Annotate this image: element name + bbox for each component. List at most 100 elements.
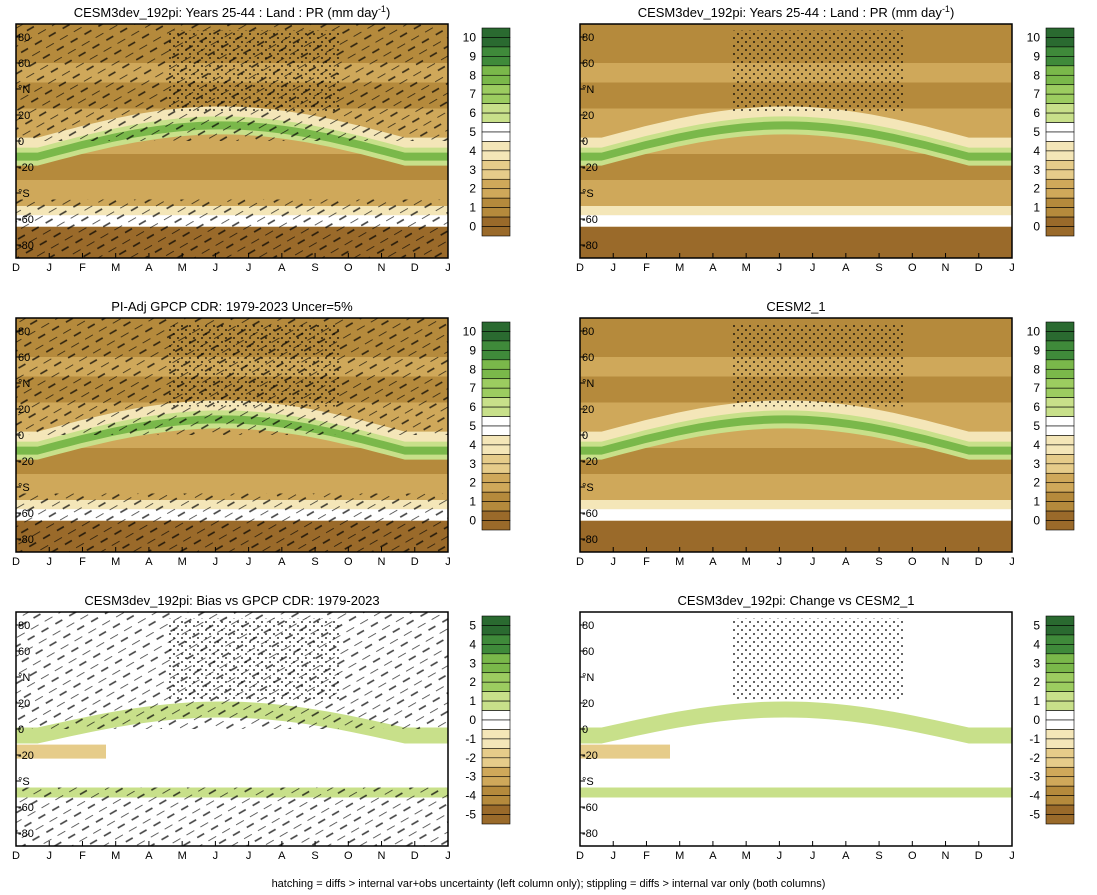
colorbar-cell [1045,738,1075,749]
panel-title-main: CESM3dev_192pi: Years 25-44 : Land : PR … [74,5,379,20]
x-tick-label: J [610,556,616,568]
panel-tl: CESM3dev_192pi: Years 25-44 : Land : PR … [12,4,511,274]
field-so-band [580,206,1012,216]
colorbar-cell [1045,188,1075,199]
colorbar-label: 1 [1033,694,1040,708]
colorbar-cell [481,416,511,427]
field-itcz-edge [580,106,1012,164]
colorbar-label: 2 [1033,182,1040,196]
x-tick-label: D [975,556,983,568]
x-tick-label: S [875,556,882,568]
panel-title-main: CESM2_1 [766,299,825,314]
colorbar-cell [1045,463,1075,474]
colorbar-cell [1045,520,1075,531]
x-tick-label: M [742,556,751,568]
colorbar-cell [1045,169,1075,180]
stippling [731,30,904,113]
colorbar-cell [481,378,511,389]
colorbar-cell [481,350,511,361]
colorbar-cell [1045,56,1075,67]
colorbar-cell [1045,378,1075,389]
colorbar-cell [481,178,511,190]
colorbar-label: 9 [1033,343,1040,357]
colorbar-label: 10 [463,324,477,338]
colorbar-cell [1045,368,1075,380]
field-antarctic-gap [580,509,1012,521]
panel-title-sup: -1 [378,4,386,14]
y-tick-label: °S [18,776,30,788]
colorbar-cell [481,74,511,86]
panel-title: PI-Adj GPCP CDR: 1979-2023 Uncer=5% [111,299,353,314]
colorbar-label: 2 [469,675,476,689]
colorbar-label: 5 [469,419,476,433]
x-tick-label: A [278,556,286,568]
y-tick-label: 20 [582,110,594,122]
y-tick-label: 80 [18,326,30,338]
y-tick-label: -80 [582,828,598,840]
colorbar-label: 0 [469,220,476,234]
colorbar-cell [1045,216,1075,227]
colorbar-cell [1045,795,1075,806]
y-tick-label: -20 [18,162,34,174]
x-tick-label: J [610,850,616,862]
field-diff-south [580,787,1012,798]
y-tick-label: °N [18,672,30,684]
stippling [167,618,340,701]
colorbar-label: 7 [469,87,476,101]
colorbar-label: -1 [1029,732,1040,746]
colorbar-label: 6 [469,400,476,414]
colorbar-cell [481,672,511,683]
x-tick-label: S [311,556,318,568]
colorbar-label: 4 [1033,637,1040,651]
y-tick-label: -20 [582,162,598,174]
y-tick-label: 60 [582,352,594,364]
colorbar-label: 1 [469,201,476,215]
y-tick-label: -80 [18,240,34,252]
colorbar-label: -5 [1029,808,1040,822]
colorbar-label: 1 [1033,495,1040,509]
x-tick-label: A [278,850,286,862]
colorbar-cell [1045,653,1075,664]
colorbar-cell [1045,350,1075,361]
panel-mr: CESM2_1D J F M A M J J A S O N D J8060°N200-20°S-60-8… [576,299,1075,568]
x-tick-label: A [842,556,850,568]
x-tick-label: D [411,850,419,862]
colorbar-cell [481,387,511,398]
colorbar-cell [481,472,511,484]
x-tick-label: N [378,850,386,862]
y-tick-label: 20 [18,110,30,122]
y-tick-label: -60 [582,802,598,814]
colorbar-label: -3 [465,770,476,784]
x-tick-label: A [145,556,153,568]
panel-title: CESM2_1 [766,299,825,314]
field-subtropics-s [16,154,448,180]
colorbar-cell [481,131,511,142]
colorbar-cell [1045,814,1075,825]
panel-ml: PI-Adj GPCP CDR: 1979-2023 Uncer=5% D J F M A… [12,299,511,568]
x-tick-label: N [942,262,950,274]
colorbar-cell [481,169,511,180]
colorbar-cell [481,56,511,67]
panel-title-tail: ) [950,5,954,20]
colorbar-cell [481,795,511,806]
y-tick-label: 60 [18,646,30,658]
colorbar-label: 1 [469,694,476,708]
panel-tr: CESM3dev_192pi: Years 25-44 : Land : PR … [576,4,1075,274]
x-tick-label: A [709,262,717,274]
x-tick-label: A [145,850,153,862]
colorbar-cell [1045,757,1075,768]
x-tick-label: N [942,850,950,862]
colorbar-cell [1045,131,1075,142]
colorbar-label: -1 [465,732,476,746]
colorbar-cell [1045,625,1075,636]
y-tick-label: °S [18,482,30,494]
colorbar-cell [1045,510,1075,521]
x-tick-label: N [378,262,386,274]
colorbar-cell [1045,207,1075,218]
colorbar-label: 5 [1033,618,1040,632]
x-tick-label: O [908,262,917,274]
colorbar-cell [481,814,511,825]
x-tick-label: M [675,850,684,862]
colorbar-label: 4 [1033,438,1040,452]
